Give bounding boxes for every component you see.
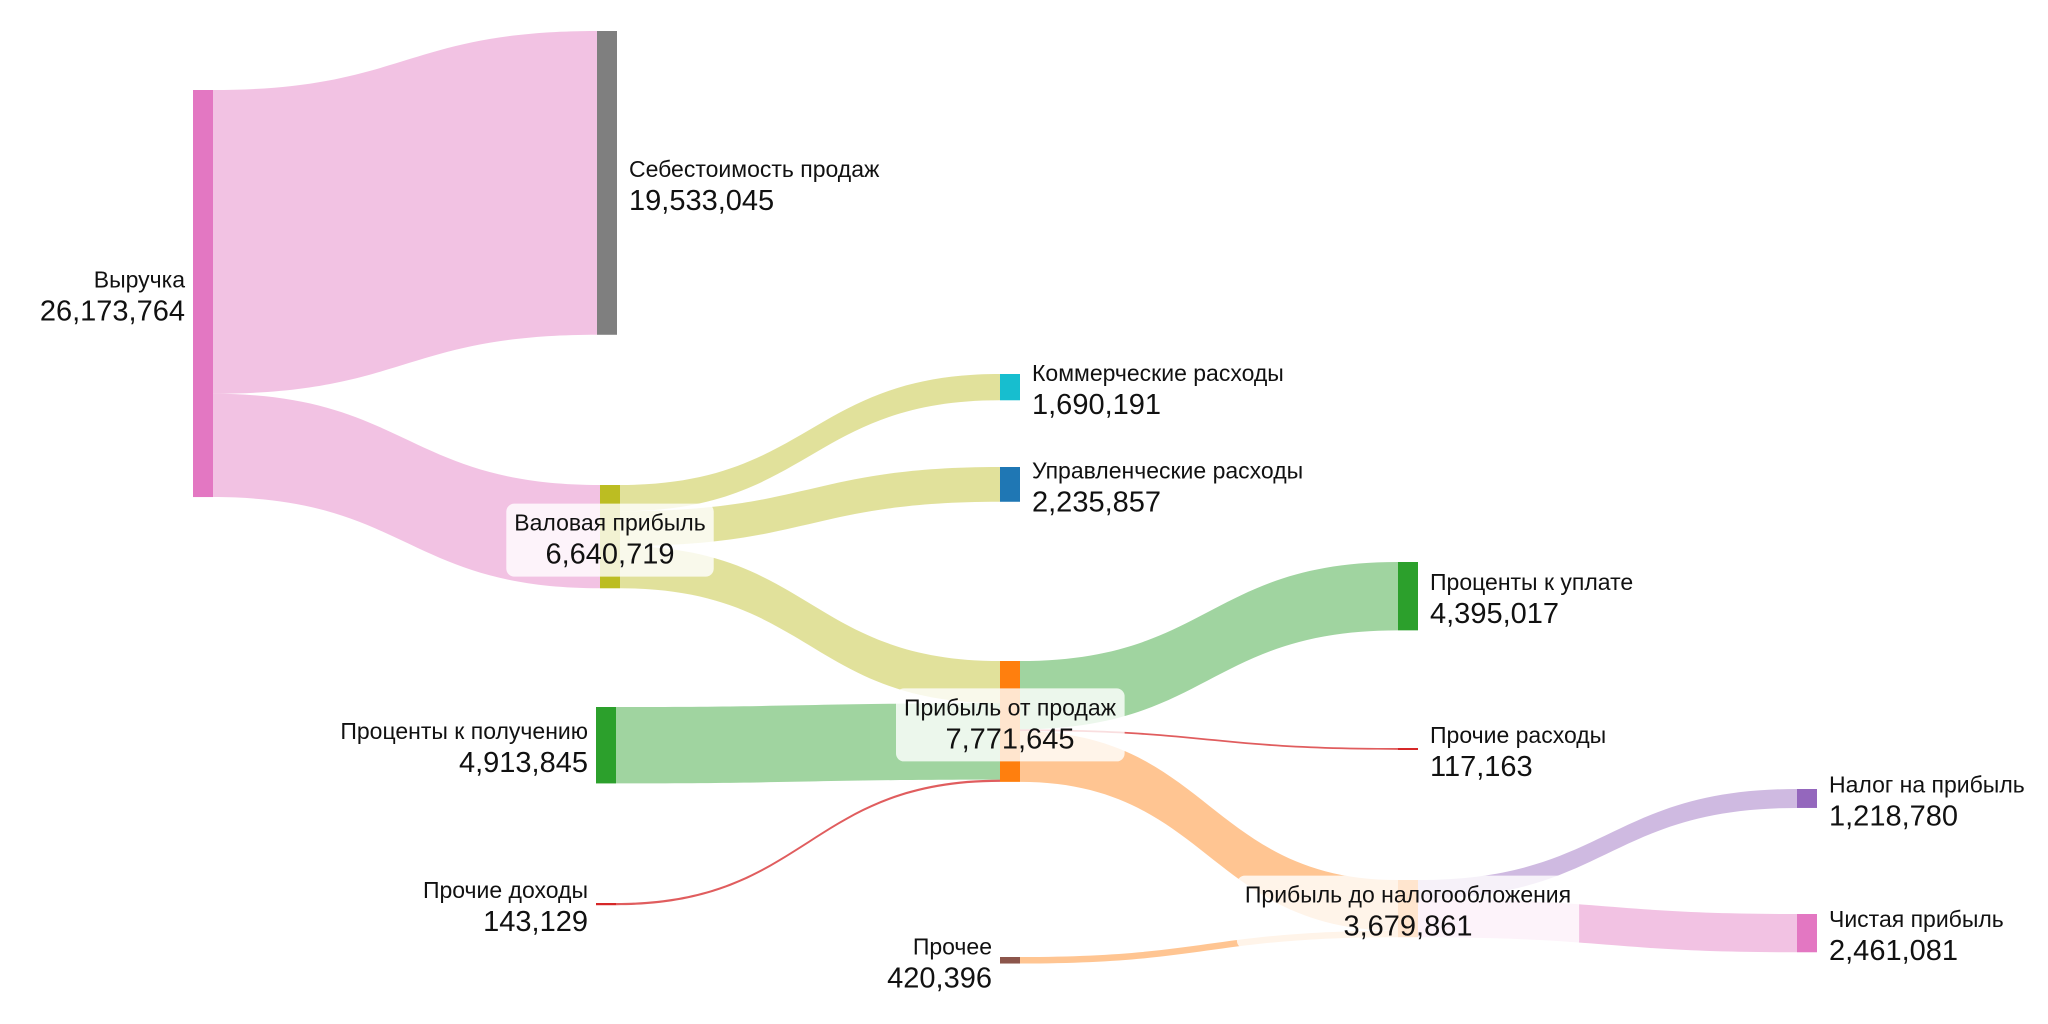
node-int_pay <box>1398 562 1418 631</box>
node-name-other_exp: Прочие расходы <box>1430 722 1606 748</box>
node-revenue <box>193 90 213 498</box>
node-value-int_pay: 4,395,017 <box>1430 598 1559 630</box>
node-label-net: Чистая прибыль 2,461,081 <box>1829 906 2004 967</box>
link-other_inc-to-op_profit <box>616 779 1000 906</box>
node-label-commercial: Коммерческие расходы 1,690,191 <box>1032 360 1284 421</box>
link-revenue-to-gross <box>213 393 600 589</box>
node-label-admin: Управленческие расходы 2,235,857 <box>1032 457 1303 518</box>
node-value-revenue: 26,173,764 <box>40 296 185 328</box>
node-name-revenue: Выручка <box>94 267 185 293</box>
node-admin <box>1000 467 1020 502</box>
node-label-cogs: Себестоимость продаж 19,533,045 <box>629 156 880 217</box>
node-tax <box>1797 789 1817 808</box>
node-int_recv <box>596 707 616 784</box>
link-revenue-to-cogs <box>213 31 597 394</box>
node-label-tax: Налог на прибыль 1,218,780 <box>1829 771 2025 832</box>
node-value-int_recv: 4,913,845 <box>459 747 588 779</box>
node-name-int_pay: Проценты к уплате <box>1430 569 1633 595</box>
link-op_profit-to-other_exp <box>1020 729 1398 750</box>
node-value-pretax: 3,679,861 <box>1343 911 1472 943</box>
node-name-cogs: Себестоимость продаж <box>629 156 880 182</box>
node-value-tax: 1,218,780 <box>1829 800 1958 832</box>
node-value-net: 2,461,081 <box>1829 935 1958 967</box>
node-label-int_pay: Проценты к уплате 4,395,017 <box>1430 569 1633 630</box>
node-label-gross: Валовая прибыль 6,640,719 <box>506 503 714 577</box>
node-label-revenue: Выручка 26,173,764 <box>40 267 185 328</box>
node-name-tax: Налог на прибыль <box>1829 771 2025 797</box>
link-gross-to-admin <box>620 467 1000 547</box>
node-label-op_profit: Прибыль от продаж 7,771,645 <box>895 688 1125 762</box>
link-op_profit-to-int_pay <box>1020 562 1398 730</box>
node-label-bg-gross <box>506 503 714 577</box>
node-misc <box>1000 957 1020 964</box>
node-name-misc: Прочее <box>913 933 992 959</box>
node-name-net: Чистая прибыль <box>1829 906 2004 932</box>
node-value-other_exp: 117,163 <box>1430 751 1533 783</box>
node-name-gross: Валовая прибыль <box>514 510 705 536</box>
link-pretax-to-tax <box>1418 789 1797 899</box>
node-name-pretax: Прибыль до налогообложения <box>1245 882 1571 908</box>
node-name-admin: Управленческие расходы <box>1032 457 1303 483</box>
node-label-int_recv: Проценты к получению 4,913,845 <box>340 718 588 779</box>
node-name-op_profit: Прибыль от продаж <box>904 694 1117 720</box>
node-label-misc: Прочее 420,396 <box>887 933 992 994</box>
node-value-gross: 6,640,719 <box>545 539 674 571</box>
node-value-misc: 420,396 <box>887 962 992 994</box>
node-value-admin: 2,235,857 <box>1032 486 1161 518</box>
node-commercial <box>1000 374 1020 401</box>
node-net <box>1797 914 1817 953</box>
node-name-other_inc: Прочие доходы <box>423 877 588 903</box>
node-value-cogs: 19,533,045 <box>629 185 774 217</box>
node-label-other_exp: Прочие расходы 117,163 <box>1430 722 1606 783</box>
node-name-int_recv: Проценты к получению <box>340 718 588 744</box>
link-gross-to-op_profit <box>620 546 1000 704</box>
node-label-pretax: Прибыль до налогообложения 3,679,861 <box>1236 875 1580 949</box>
node-label-other_inc: Прочие доходы 143,129 <box>423 877 588 938</box>
link-gross-to-commercial <box>620 374 1000 512</box>
node-value-op_profit: 7,771,645 <box>945 723 1074 755</box>
node-name-commercial: Коммерческие расходы <box>1032 360 1284 386</box>
node-cogs <box>597 31 617 335</box>
node-other_inc <box>596 903 616 906</box>
node-label-bg-pretax <box>1236 875 1580 949</box>
node-value-commercial: 1,690,191 <box>1032 389 1161 421</box>
node-value-other_inc: 143,129 <box>483 906 588 938</box>
node-other_exp <box>1398 748 1418 750</box>
labels-layer: Выручка 26,173,764 Себестоимость продаж 19,… <box>40 156 2025 994</box>
node-label-bg-op_profit <box>895 688 1125 762</box>
